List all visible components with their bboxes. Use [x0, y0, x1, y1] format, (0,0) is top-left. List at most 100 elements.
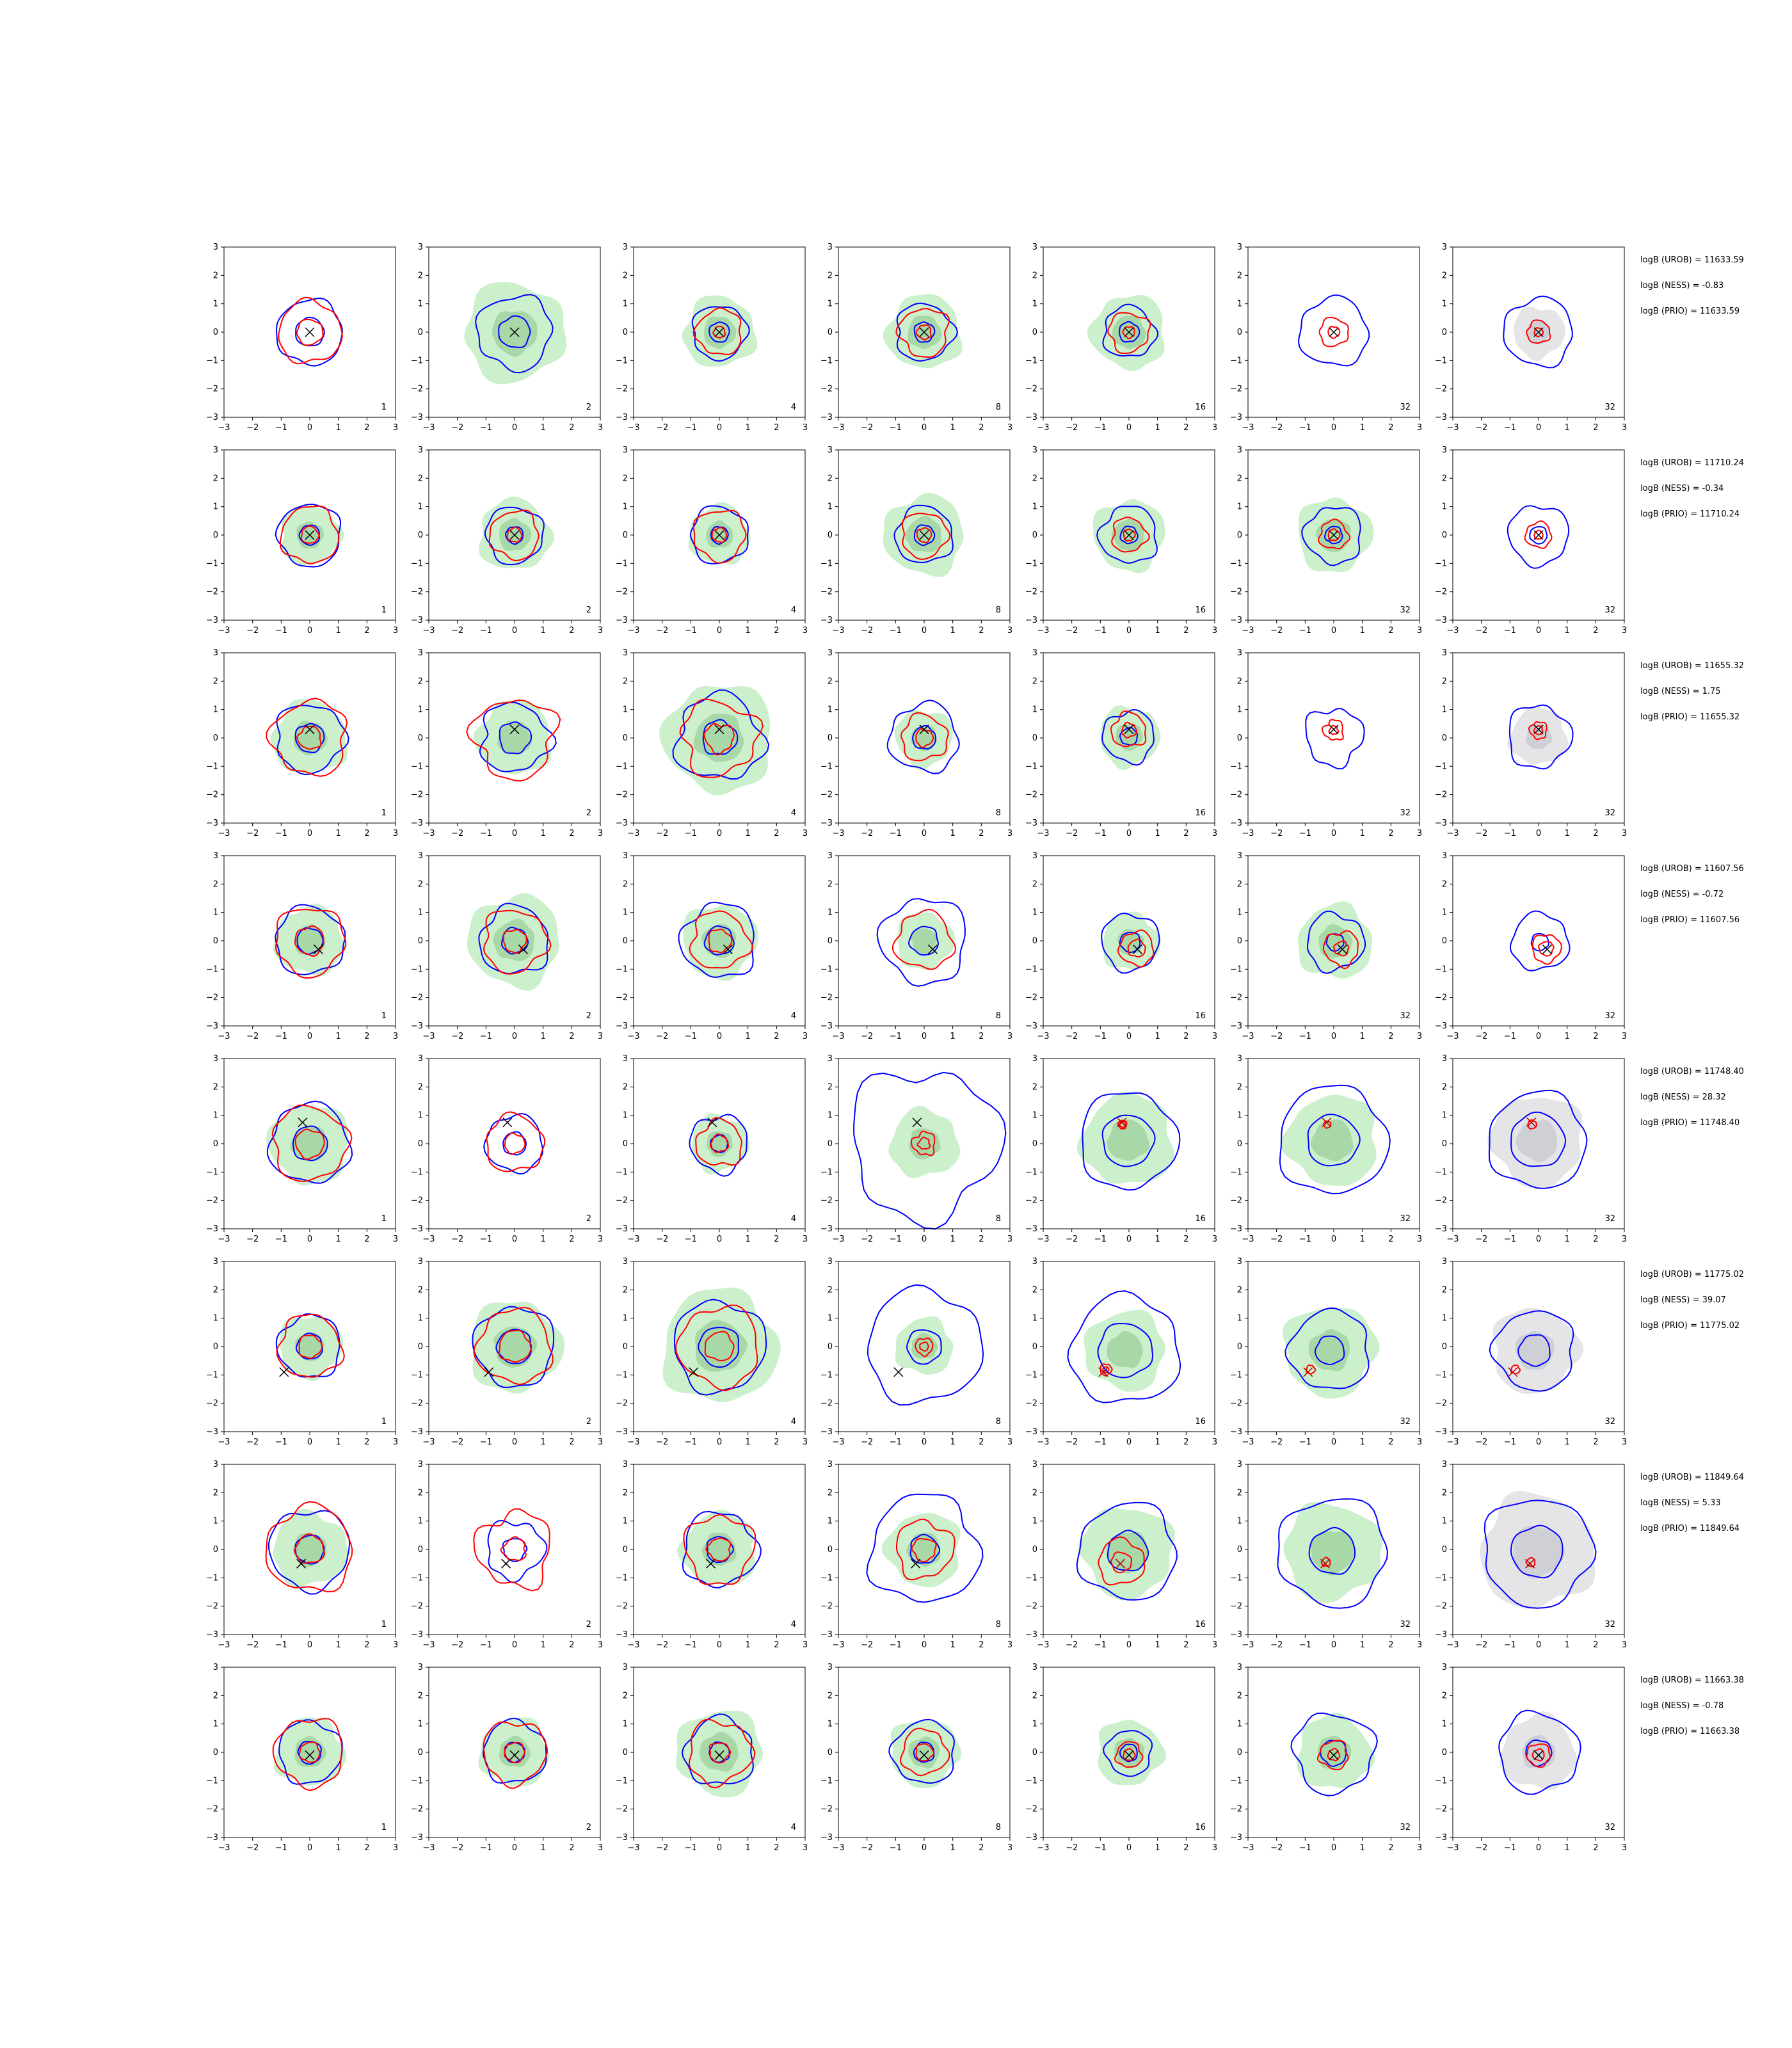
true-value-marker: [305, 530, 315, 540]
y-tick-label: −2: [616, 1602, 628, 1612]
x-tick-label: 1: [1565, 626, 1570, 636]
y-tick-label: −2: [1230, 1399, 1242, 1409]
x-tick-label: 1: [1360, 626, 1365, 636]
y-tick-label: 0: [1032, 1748, 1037, 1757]
panel-number-label: 2: [586, 605, 591, 615]
red-contour-outer: [900, 1727, 950, 1777]
blue-contour-inner: [702, 719, 739, 755]
red-contour-inner: [712, 325, 726, 339]
x-tick-label: −1: [890, 1235, 902, 1244]
y-tick-label: −3: [1230, 1630, 1242, 1640]
x-tick-label: −1: [685, 1437, 697, 1447]
red-contour-inner: [703, 723, 735, 756]
y-tick-label: −1: [411, 1573, 423, 1583]
y-tick-label: 0: [1032, 1545, 1037, 1555]
red-contour-outer: [1528, 721, 1548, 740]
x-tick-label: 1: [1360, 1032, 1365, 1041]
y-tick-label: 1: [1032, 1517, 1037, 1526]
red-contour-outer: [692, 509, 747, 564]
panel: −3−3 −2 −2 −1 −1 0 0 1 1 2 2 3 3 8: [820, 851, 1012, 1041]
x-tick-label: −3: [422, 626, 435, 636]
y-tick-label: 2: [1237, 474, 1242, 483]
red-contour-outer: [1107, 312, 1151, 355]
density-core: [1512, 1526, 1565, 1580]
x-tick-label: 0: [1126, 1640, 1132, 1650]
y-tick-label: −1: [820, 964, 833, 974]
y-tick-label: −1: [206, 1573, 218, 1583]
y-tick-label: 0: [1442, 1342, 1447, 1352]
x-tick-label: 3: [1622, 1235, 1627, 1244]
x-tick-label: −2: [1270, 829, 1283, 838]
y-tick-label: 3: [623, 243, 628, 252]
y-tick-label: −1: [1435, 356, 1447, 365]
y-tick-label: −2: [1025, 790, 1037, 800]
x-tick-label: −3: [1037, 626, 1049, 636]
y-tick-label: 3: [623, 1257, 628, 1267]
blue-contour-inner: [1107, 1530, 1149, 1572]
panel-number-label: 32: [1400, 605, 1411, 615]
x-tick-label: −2: [861, 829, 873, 838]
x-tick-label: 3: [1007, 829, 1012, 838]
y-tick-label: −1: [1025, 1573, 1037, 1583]
x-tick-label: 0: [307, 829, 312, 838]
blue-contour-inner: [498, 315, 531, 348]
blue-contour-inner: [295, 316, 325, 347]
x-tick-label: −1: [1094, 1235, 1107, 1244]
red-contour-outer: [1117, 929, 1155, 968]
red-contour-inner: [1533, 725, 1544, 735]
y-tick-label: 2: [418, 1691, 423, 1700]
y-tick-label: 0: [623, 328, 628, 337]
y-tick-label: 2: [418, 1082, 423, 1092]
y-tick-label: 3: [418, 445, 423, 455]
x-tick-label: 2: [1593, 423, 1598, 433]
x-tick-label: 0: [717, 829, 722, 838]
logb-stat-text: logB (PRIO) = 11633.59: [1640, 307, 1740, 316]
x-tick-label: 0: [717, 1235, 722, 1244]
x-tick-label: −2: [246, 1032, 259, 1041]
blue-contour-inner: [298, 524, 320, 546]
panel-number-label: 2: [586, 1011, 591, 1021]
red-contour-outer: [1111, 516, 1150, 553]
true-value-marker: [298, 1117, 308, 1128]
y-tick-label: 0: [1442, 1545, 1447, 1555]
panel: −3−3 −2 −2 −1 −1 0 0 1 1 2 2 3 3 1: [206, 648, 398, 838]
y-tick-label: 1: [1032, 502, 1037, 512]
density-core: [1107, 1119, 1150, 1161]
y-tick-label: −2: [820, 1805, 833, 1814]
x-tick-label: −2: [861, 1032, 873, 1041]
x-tick-label: 2: [364, 829, 369, 838]
x-tick-label: −1: [1504, 626, 1516, 636]
x-tick-label: −1: [890, 1843, 902, 1853]
x-tick-label: −3: [832, 829, 844, 838]
x-tick-label: 0: [717, 1843, 722, 1853]
red-contour-outer: [1316, 1740, 1349, 1771]
x-tick-label: 0: [1536, 1843, 1541, 1853]
x-tick-label: 2: [979, 1032, 984, 1041]
blue-contour-outer: [1076, 1501, 1178, 1601]
x-tick-label: −3: [1242, 1640, 1254, 1650]
x-tick-label: 0: [1126, 829, 1132, 838]
x-tick-label: 3: [803, 1640, 808, 1650]
density-core: [700, 1731, 739, 1772]
density-core: [292, 1533, 327, 1567]
x-tick-label: 3: [1417, 626, 1422, 636]
y-tick-label: 2: [828, 676, 833, 686]
true-value-marker: [1116, 1558, 1126, 1569]
y-tick-label: 2: [418, 1488, 423, 1498]
y-tick-label: −1: [820, 762, 833, 771]
true-value-marker: [501, 1558, 511, 1569]
panel-number-label: 1: [381, 1011, 387, 1021]
y-tick-label: 0: [1442, 1139, 1447, 1149]
x-tick-label: 2: [1388, 1235, 1393, 1244]
x-tick-label: 3: [393, 829, 398, 838]
y-tick-label: 0: [1032, 733, 1037, 743]
logb-stat-text: logB (PRIO) = 11710.24: [1640, 509, 1740, 519]
y-tick-label: −3: [820, 1833, 833, 1843]
true-value-marker: [305, 1750, 315, 1760]
y-tick-label: 3: [828, 648, 833, 658]
x-tick-label: 1: [746, 1843, 751, 1853]
x-tick-label: 1: [541, 626, 546, 636]
x-tick-label: −3: [1242, 1437, 1254, 1447]
x-tick-label: −3: [1037, 423, 1049, 433]
